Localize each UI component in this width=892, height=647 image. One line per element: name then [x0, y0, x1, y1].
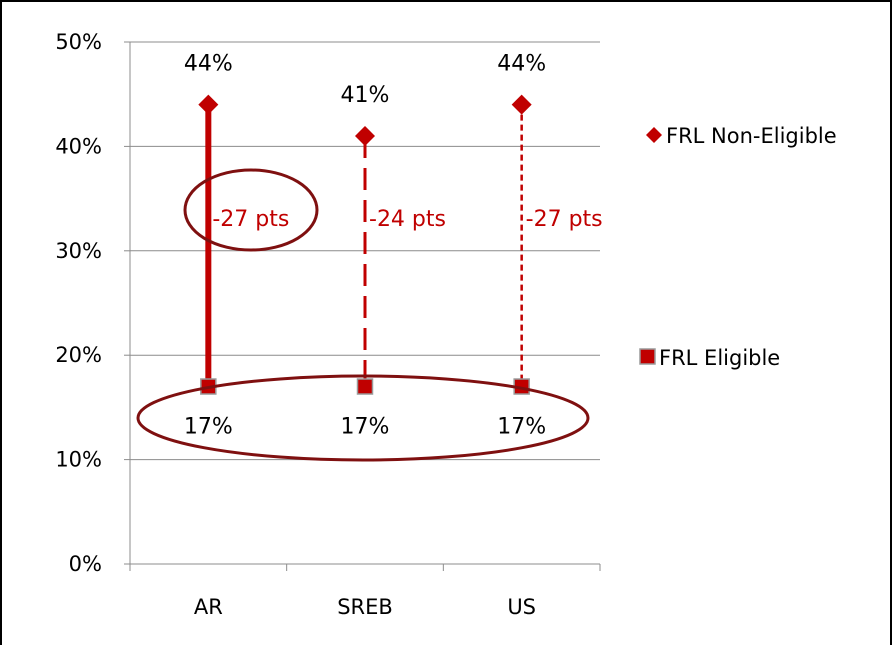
y-tick-label: 40% [55, 134, 102, 158]
y-tick-labels: 0% 10% 20% 30% 40% 50% [55, 30, 102, 576]
non-eligible-data-label: 41% [341, 83, 390, 108]
eligible-data-label: 17% [497, 415, 546, 440]
x-tick-labels: AR SREB US [194, 595, 536, 619]
gap-label: -24 pts [369, 207, 446, 232]
non-eligible-data-label: 44% [497, 52, 546, 77]
axes [124, 41, 601, 571]
x-tick-label: US [507, 595, 536, 619]
highlight-ellipses [136, 168, 590, 462]
y-tick-label: 0% [69, 552, 102, 576]
legend-square-icon [639, 348, 656, 365]
legend: FRL Non-Eligible FRL Eligible [639, 124, 837, 370]
y-tick-label: 20% [55, 343, 102, 367]
x-tick-label: AR [194, 595, 223, 619]
y-tick-label: 30% [55, 239, 102, 263]
eligible-data-label: 17% [341, 415, 390, 440]
highlight-ellipse-eligible [136, 374, 590, 462]
data-labels: 44% 41% 44% 17% 17% 17% [184, 52, 546, 440]
non-eligible-marker [355, 125, 375, 146]
non-eligible-data-label: 44% [184, 52, 233, 77]
legend-diamond-icon [646, 127, 662, 143]
x-tick-label: SREB [337, 595, 393, 619]
y-tick-label: 50% [55, 30, 102, 54]
legend-label-non-eligible: FRL Non-Eligible [666, 124, 837, 148]
legend-label-eligible: FRL Eligible [659, 346, 780, 370]
non-eligible-marker [198, 94, 219, 115]
gap-label: -27 pts [526, 207, 603, 232]
y-tick-label: 10% [55, 448, 102, 472]
non-eligible-marker [511, 94, 532, 115]
gap-labels: -27 pts -24 pts -27 pts [212, 207, 602, 232]
gap-connectors [205, 104, 523, 387]
gap-label: -27 pts [212, 207, 289, 232]
eligible-marker [356, 378, 374, 395]
eligible-data-label: 17% [184, 415, 233, 440]
highlight-ellipse-ar-gap [183, 168, 319, 252]
